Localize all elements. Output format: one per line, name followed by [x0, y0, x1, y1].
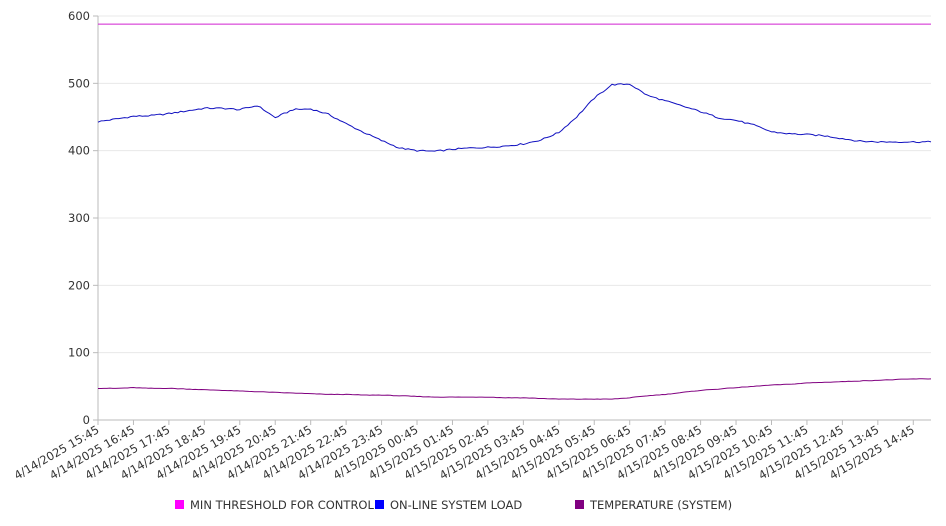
y-tick-label: 200: [68, 278, 90, 292]
y-tick-label: 600: [68, 9, 90, 23]
y-tick-label: 0: [83, 413, 90, 427]
series-line-temperature-system: [97, 378, 932, 400]
legend-label-min-threshold-for-control: MIN THRESHOLD FOR CONTROL: [190, 498, 374, 512]
series-lines: [97, 23, 932, 400]
legend: MIN THRESHOLD FOR CONTROL ON-LINE SYSTEM …: [175, 498, 732, 512]
legend-label-on-line-system-load: ON-LINE SYSTEM LOAD: [390, 498, 522, 512]
y-tick-label: 400: [68, 144, 90, 158]
y-tick-label: 500: [68, 76, 90, 90]
legend-swatch-on-line-system-load: [375, 500, 384, 509]
grid-lines: [98, 15, 931, 354]
legend-swatch-temperature-system: [575, 500, 584, 509]
legend-label-temperature-system: TEMPERATURE (SYSTEM): [589, 498, 732, 512]
series-line-on-line-system-load: [97, 83, 932, 152]
legend-swatch-min-threshold-for-control: [175, 500, 184, 509]
y-tick-label: 100: [68, 346, 90, 360]
y-tick-label: 300: [68, 211, 90, 225]
